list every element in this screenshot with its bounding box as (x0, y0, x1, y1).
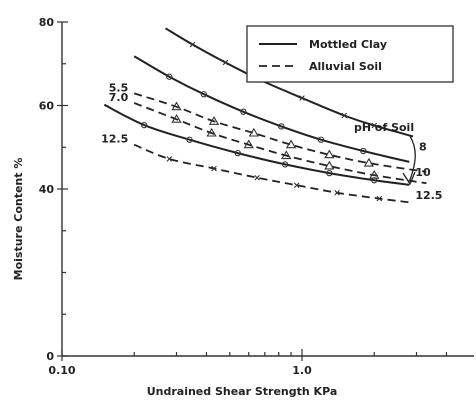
data-point (240, 108, 247, 115)
data-point (334, 189, 340, 196)
data-point (186, 136, 193, 143)
data-point (324, 160, 335, 170)
y-axis-label: Moisture Content % (12, 158, 25, 281)
data-point (371, 122, 378, 129)
data-point (189, 41, 196, 48)
x-tick-label: 1.0 (292, 364, 312, 377)
data-point (326, 169, 333, 177)
y-tick-label: 60 (39, 100, 55, 113)
y-tick-label: 80 (39, 16, 55, 29)
series-label: 5.5 (109, 81, 129, 94)
legend-box (246, 25, 454, 83)
data-point (211, 165, 217, 172)
data-point (341, 112, 348, 119)
series-line-5 (133, 143, 414, 204)
data-point (248, 127, 260, 137)
annotation-text: pH of Soil (354, 121, 414, 134)
data-point (317, 136, 325, 143)
annotation-arrow (409, 135, 416, 181)
data-point (254, 174, 260, 181)
data-point (171, 113, 182, 123)
x-axis-label: Undrained Shear Strength KPa (147, 385, 338, 398)
data-point (208, 116, 220, 125)
series-label: 12.5 (101, 133, 128, 146)
series-label: 12.5 (415, 189, 442, 202)
series-line-1 (133, 55, 410, 163)
series-line-0 (164, 27, 414, 138)
data-point (360, 147, 367, 155)
data-point (285, 139, 297, 149)
y-tick-label: 40 (39, 183, 55, 196)
data-point (363, 157, 375, 167)
x-tick-label: 0.10 (48, 364, 75, 377)
data-point (166, 156, 173, 162)
data-point (278, 123, 285, 130)
series-label: 7.0 (109, 91, 129, 104)
series-line-4 (133, 102, 427, 185)
series-line-3 (133, 92, 427, 173)
data-point (200, 91, 208, 98)
annotation-arrowhead (402, 171, 416, 186)
data-point (222, 59, 229, 66)
data-point (234, 149, 241, 157)
legend-label: Alluvial Soil (309, 60, 382, 73)
data-point (324, 149, 335, 159)
data-point (281, 150, 292, 160)
data-point (206, 127, 217, 137)
data-point (243, 139, 254, 149)
data-point (141, 121, 148, 129)
data-point (376, 195, 383, 202)
data-point (166, 73, 173, 80)
legend-label: Mottled Clay (309, 38, 387, 51)
data-point (369, 169, 380, 179)
data-point (171, 101, 182, 111)
data-point (281, 161, 289, 168)
data-point (299, 95, 305, 101)
series-label: 8 (419, 140, 427, 153)
data-point (293, 182, 300, 189)
series-label: 10 (415, 166, 431, 179)
y-tick-label: 0 (46, 350, 54, 363)
series-line-2 (103, 103, 410, 186)
